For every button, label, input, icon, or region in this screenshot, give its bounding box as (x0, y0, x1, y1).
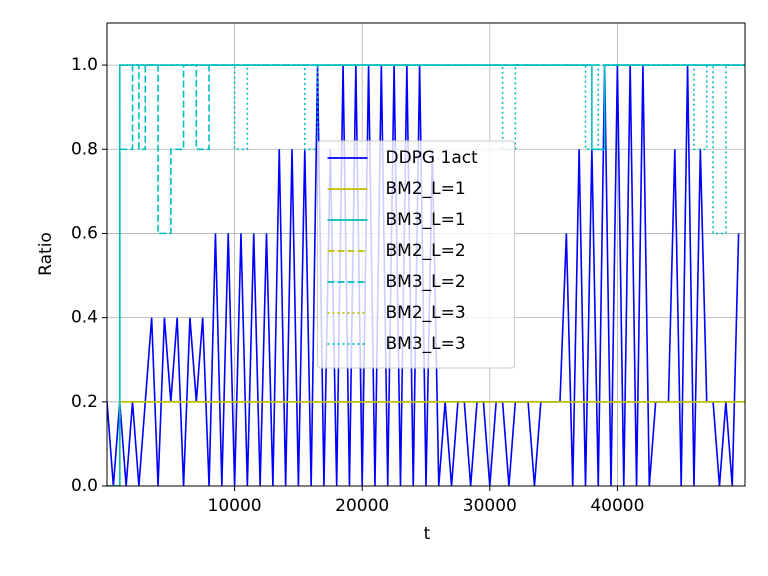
series-line (107, 64, 745, 486)
y-axis-label: Ratio (36, 232, 56, 276)
legend-label: BM2_L=2 (386, 241, 466, 261)
legend-label: BM2_L=1 (386, 179, 466, 199)
x-tick-label: 20000 (335, 496, 389, 516)
x-tick-label: 40000 (590, 496, 644, 516)
x-tick-label: 10000 (208, 496, 262, 516)
x-tick-label: 30000 (463, 496, 517, 516)
legend-label: BM3_L=2 (386, 272, 466, 292)
legend-label: BM2_L=3 (386, 303, 466, 323)
y-tick-label: 0.0 (71, 476, 98, 496)
legend-label: BM3_L=3 (386, 334, 466, 354)
y-tick-label: 1.0 (71, 55, 98, 75)
series-line (107, 64, 745, 486)
legend-box (317, 140, 515, 369)
x-axis-label: t (424, 524, 431, 544)
y-tick-label: 0.8 (71, 139, 98, 159)
plot-frame (106, 22, 746, 487)
y-tick-label: 0.4 (71, 308, 98, 328)
legend-label: DDPG 1act (386, 148, 479, 168)
y-tick-label: 0.2 (71, 392, 98, 412)
y-tick-label: 0.6 (71, 223, 98, 243)
legend-label: BM3_L=1 (386, 210, 466, 230)
